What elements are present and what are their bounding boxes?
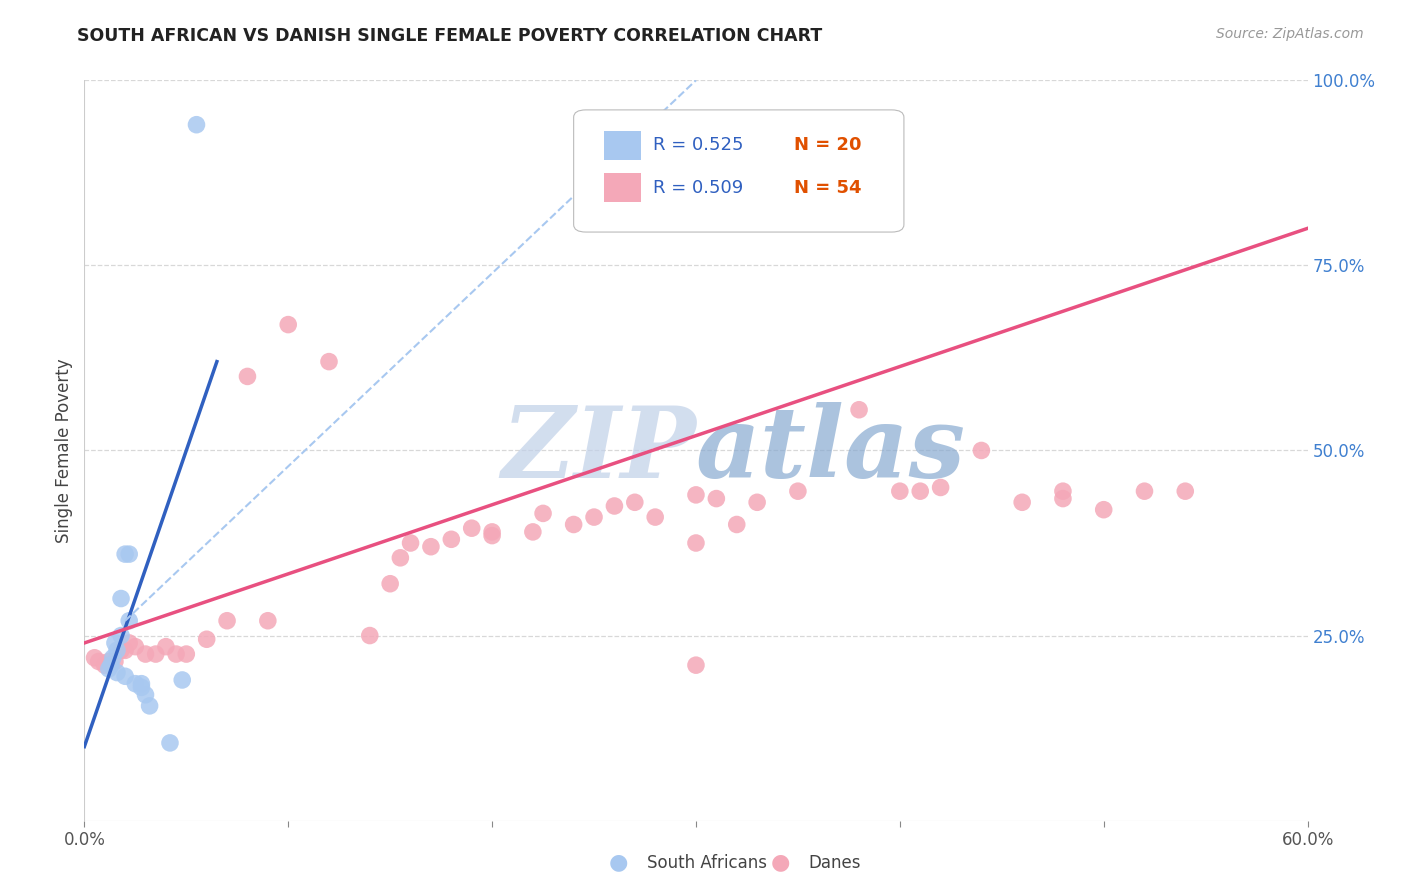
Point bbox=[1092, 502, 1115, 516]
Bar bbox=[605, 173, 641, 202]
Point bbox=[644, 510, 666, 524]
Text: R = 0.525: R = 0.525 bbox=[654, 136, 744, 154]
Point bbox=[970, 443, 993, 458]
Point bbox=[105, 665, 128, 680]
Point bbox=[172, 673, 194, 687]
Point bbox=[1052, 491, 1074, 506]
Point bbox=[174, 647, 197, 661]
Point bbox=[685, 658, 707, 673]
Point bbox=[359, 628, 381, 642]
Point bbox=[624, 495, 647, 509]
Point bbox=[114, 547, 136, 561]
Point bbox=[110, 643, 132, 657]
Bar bbox=[605, 130, 641, 161]
Point bbox=[110, 628, 132, 642]
Text: R = 0.509: R = 0.509 bbox=[654, 178, 744, 196]
Point bbox=[725, 517, 748, 532]
Point bbox=[910, 484, 932, 499]
Text: South Africans: South Africans bbox=[647, 855, 766, 872]
Point bbox=[104, 655, 127, 669]
Point bbox=[318, 354, 340, 368]
Point bbox=[124, 676, 146, 690]
Point bbox=[1052, 484, 1074, 499]
Point bbox=[155, 640, 177, 654]
FancyBboxPatch shape bbox=[574, 110, 904, 232]
Point bbox=[461, 521, 484, 535]
Point bbox=[603, 499, 626, 513]
Text: ZIP: ZIP bbox=[501, 402, 696, 499]
Point bbox=[114, 643, 136, 657]
Point bbox=[138, 698, 160, 713]
Point bbox=[1011, 495, 1033, 509]
Text: ●: ● bbox=[609, 853, 628, 872]
Text: SOUTH AFRICAN VS DANISH SINGLE FEMALE POVERTY CORRELATION CHART: SOUTH AFRICAN VS DANISH SINGLE FEMALE PO… bbox=[77, 27, 823, 45]
Point bbox=[104, 636, 127, 650]
Point bbox=[131, 681, 153, 695]
Point bbox=[135, 647, 157, 661]
Point bbox=[277, 318, 299, 332]
Point bbox=[124, 640, 146, 654]
Point bbox=[257, 614, 280, 628]
Point bbox=[929, 480, 952, 494]
Point bbox=[889, 484, 911, 499]
Point bbox=[101, 650, 124, 665]
Point bbox=[787, 484, 810, 499]
Point bbox=[685, 536, 707, 550]
Point bbox=[562, 517, 585, 532]
Point bbox=[848, 402, 870, 417]
Point bbox=[399, 536, 422, 550]
Point bbox=[706, 491, 728, 506]
Point bbox=[118, 547, 141, 561]
Point bbox=[97, 662, 120, 676]
Text: N = 54: N = 54 bbox=[794, 178, 862, 196]
Point bbox=[131, 676, 153, 690]
Point bbox=[380, 576, 402, 591]
Point bbox=[236, 369, 259, 384]
Text: atlas: atlas bbox=[696, 402, 966, 499]
Point bbox=[97, 655, 120, 669]
Y-axis label: Single Female Poverty: Single Female Poverty bbox=[55, 359, 73, 542]
Point bbox=[522, 524, 544, 539]
Point bbox=[481, 524, 503, 539]
Point bbox=[389, 550, 412, 565]
Point bbox=[93, 658, 115, 673]
Point bbox=[83, 650, 105, 665]
Point bbox=[420, 540, 443, 554]
Point bbox=[195, 632, 218, 647]
Point bbox=[114, 669, 136, 683]
Point bbox=[1133, 484, 1156, 499]
Text: ●: ● bbox=[770, 853, 790, 872]
Point bbox=[105, 643, 128, 657]
Point bbox=[87, 655, 110, 669]
Point bbox=[186, 118, 208, 132]
Point bbox=[145, 647, 167, 661]
Point bbox=[1174, 484, 1197, 499]
Point bbox=[135, 688, 157, 702]
Point bbox=[118, 614, 141, 628]
Point bbox=[440, 533, 463, 547]
Point bbox=[110, 591, 132, 606]
Point bbox=[481, 528, 503, 542]
Point bbox=[747, 495, 769, 509]
Point bbox=[685, 488, 707, 502]
Text: Source: ZipAtlas.com: Source: ZipAtlas.com bbox=[1216, 27, 1364, 41]
Point bbox=[583, 510, 606, 524]
Point bbox=[531, 507, 554, 521]
Text: N = 20: N = 20 bbox=[794, 136, 862, 154]
Point bbox=[217, 614, 239, 628]
Point bbox=[118, 636, 141, 650]
Text: Danes: Danes bbox=[808, 855, 860, 872]
Point bbox=[165, 647, 187, 661]
Point bbox=[100, 658, 122, 673]
Point bbox=[159, 736, 181, 750]
